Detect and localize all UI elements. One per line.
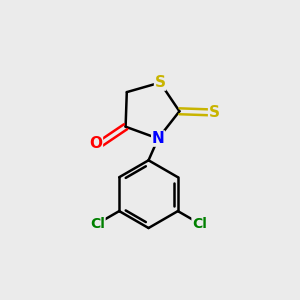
Text: N: N [152, 131, 164, 146]
Text: Cl: Cl [192, 217, 207, 231]
Text: Cl: Cl [90, 217, 105, 231]
Text: S: S [154, 75, 166, 90]
Text: O: O [89, 136, 102, 151]
Text: S: S [209, 105, 220, 120]
